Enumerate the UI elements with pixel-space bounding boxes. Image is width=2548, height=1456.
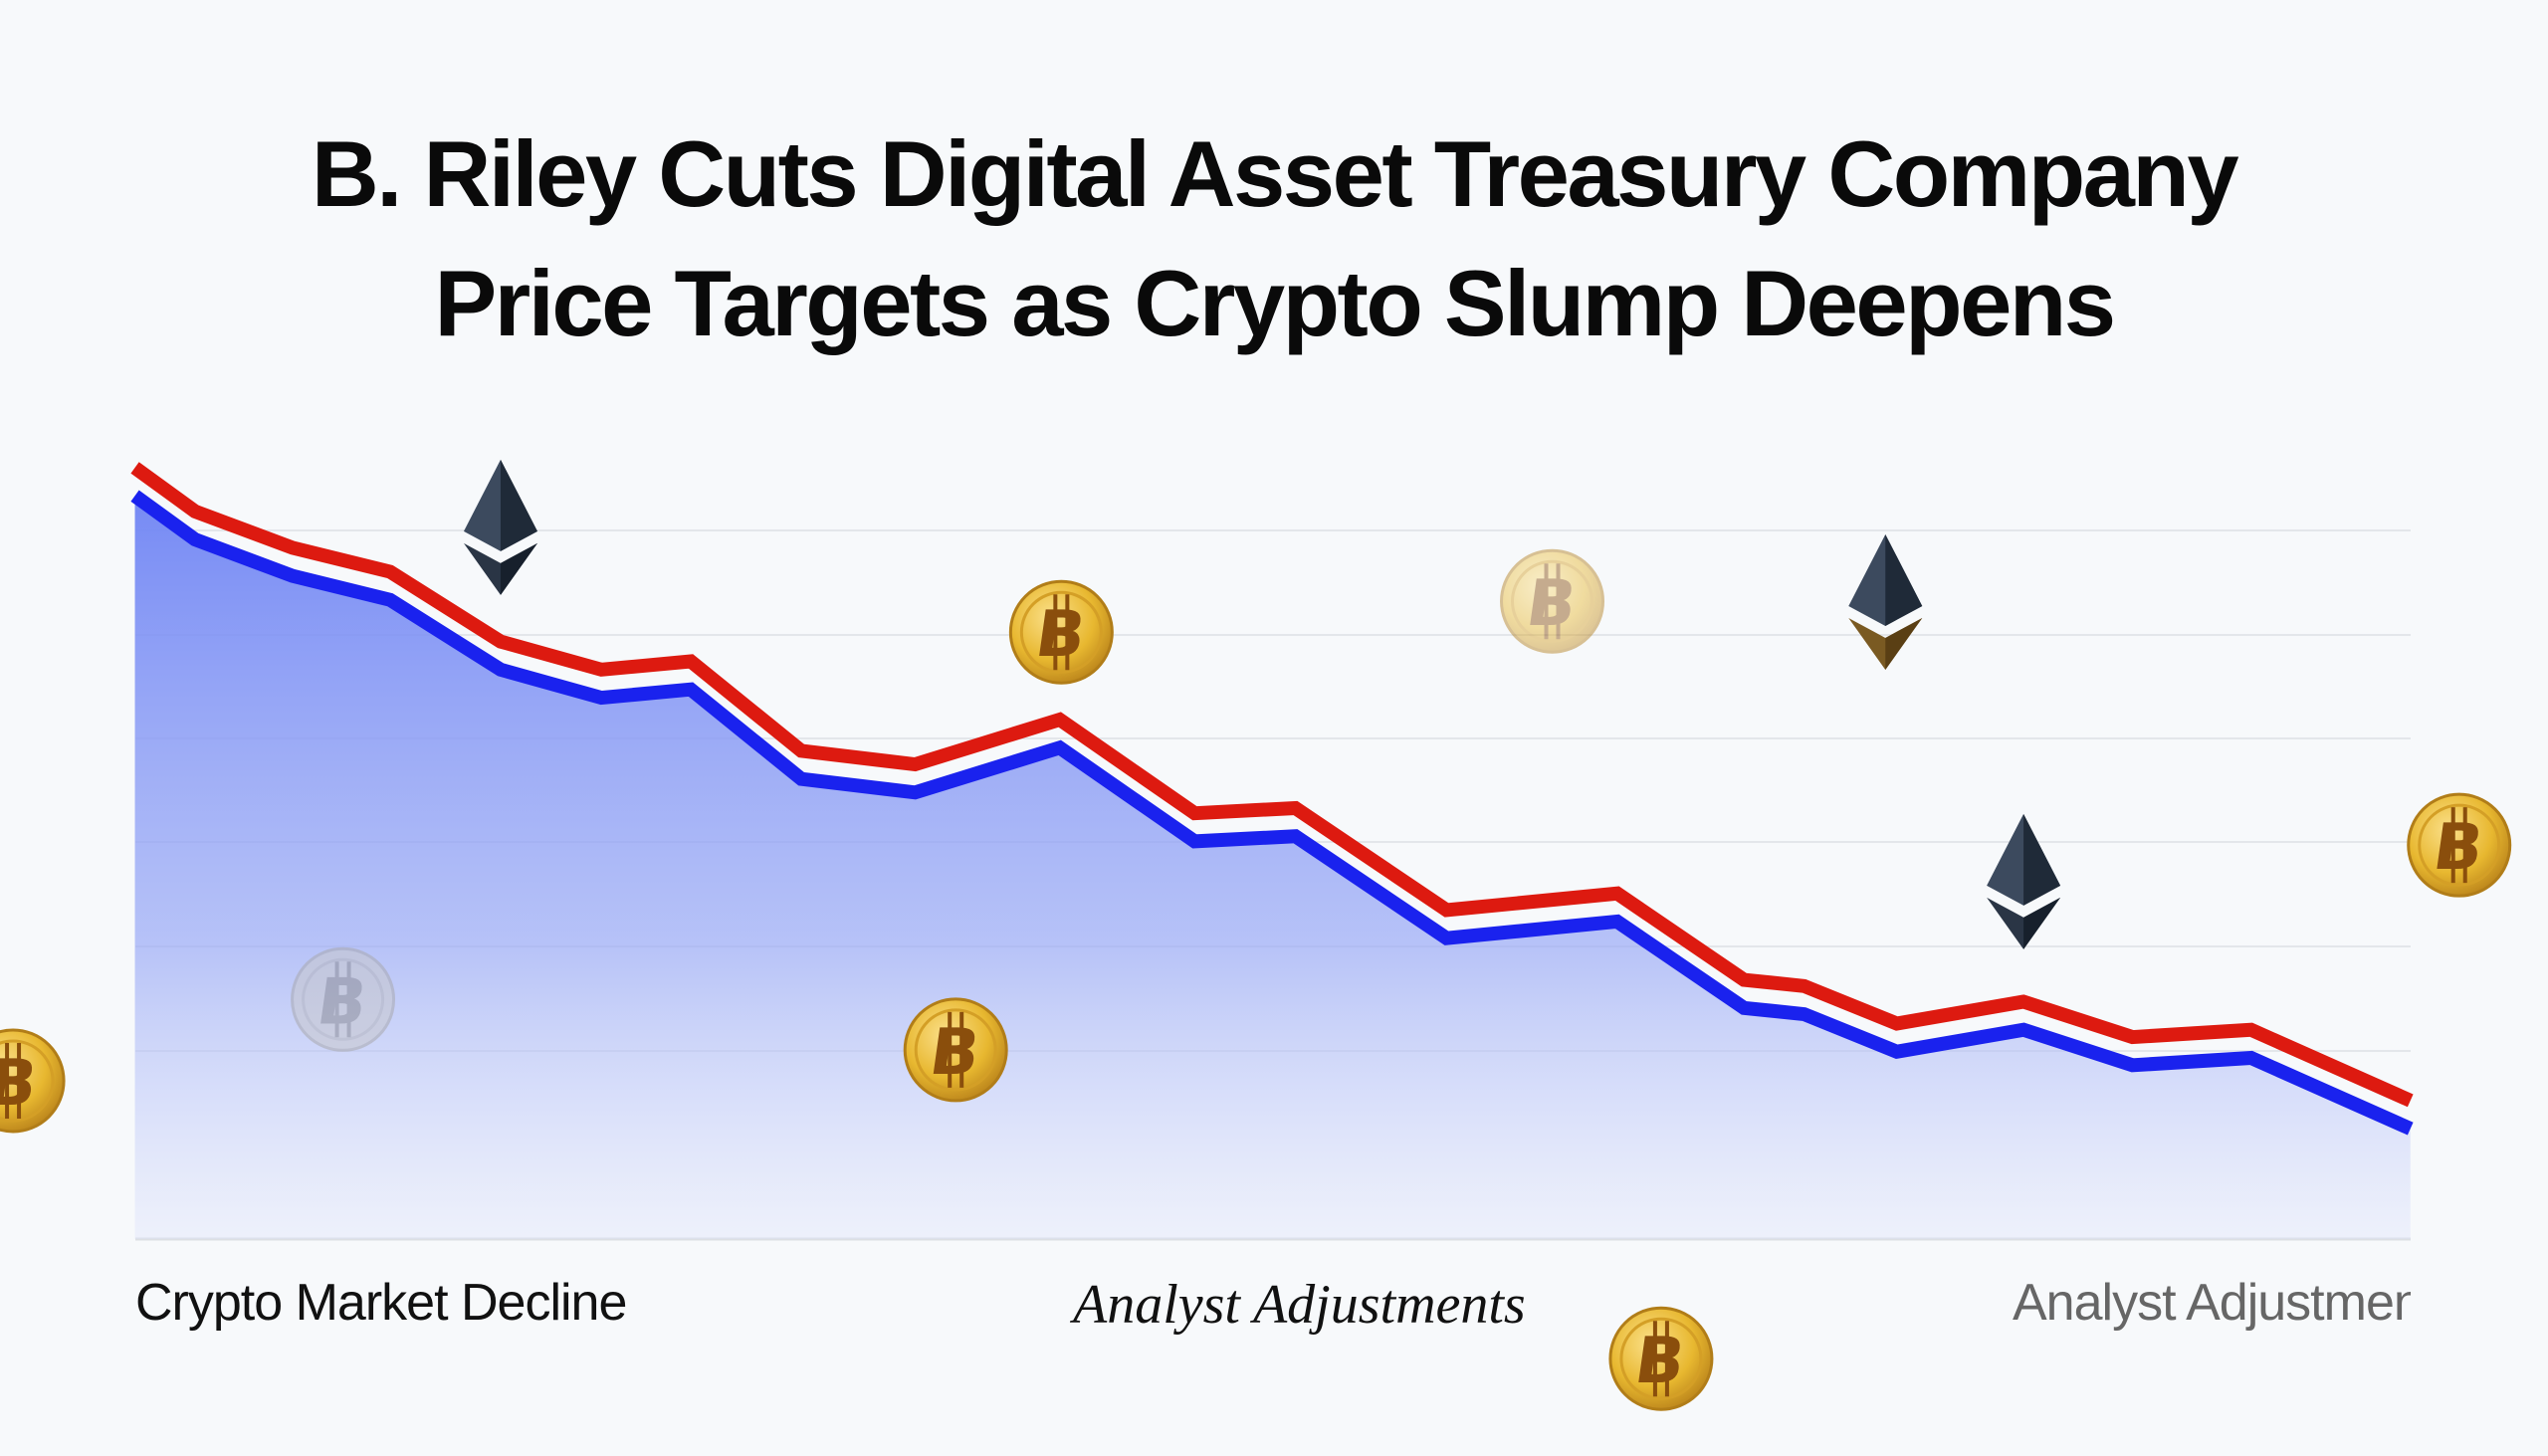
ethereum-icon — [1987, 813, 2061, 949]
bitcoin-icon: B — [903, 997, 1008, 1103]
bitcoin-icon: B — [0, 1028, 66, 1134]
ethereum-icon — [463, 459, 537, 595]
svg-text:B: B — [1630, 1324, 1689, 1398]
label-crypto-market-decline: Crypto Market Decline — [135, 1274, 627, 1332]
svg-text:B: B — [1522, 566, 1581, 641]
bitcoin-icon: B — [1008, 579, 1114, 685]
label-analyst-adjustments: Analyst Adjustments — [1073, 1274, 1526, 1336]
bitcoin-icon: B — [291, 946, 396, 1052]
area-fill — [134, 496, 2411, 1239]
blue-series-line — [130, 490, 2414, 1136]
svg-text:B: B — [1031, 598, 1090, 673]
ethereum-icon — [1848, 533, 1923, 670]
bitcoin-icon: B — [2407, 792, 2512, 898]
svg-text:B: B — [313, 965, 371, 1040]
bitcoin-icon: B — [1608, 1306, 1714, 1411]
svg-text:B: B — [926, 1015, 984, 1090]
red-series-line — [130, 462, 2414, 1108]
headline-line-2: Price Targets as Crypto Slump Deepens — [434, 251, 2116, 355]
svg-text:B: B — [2429, 810, 2487, 885]
bitcoin-icon: B — [1500, 548, 1605, 654]
headline-line-1: B. Riley Cuts Digital Asset Treasury Com… — [311, 121, 2239, 226]
label-analyst-adjustments-faded: Analyst Adjustmen — [2013, 1274, 2411, 1332]
